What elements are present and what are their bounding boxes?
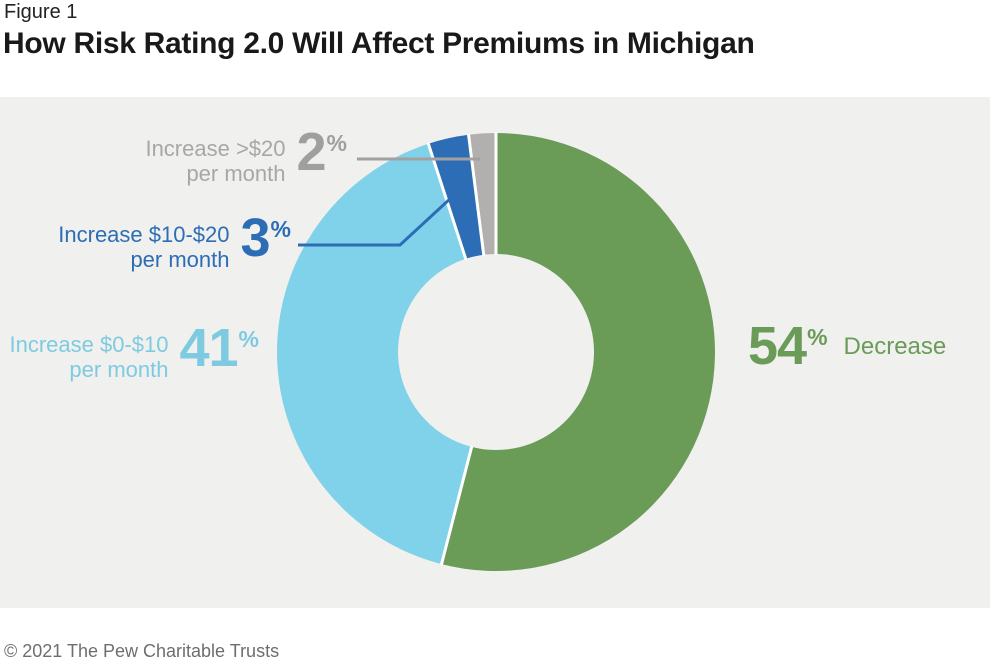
- percent-sign: %: [270, 216, 291, 242]
- callout-label: Increase >$20 per month: [145, 136, 285, 186]
- donut-chart: [277, 132, 716, 571]
- callout-increase-over-20: Increase >$20 per month 2 %: [145, 122, 348, 186]
- slice-separator: [466, 133, 486, 256]
- callout-label-line1: Increase >$20: [145, 136, 286, 161]
- slice-increase-10-20-per-month: [428, 134, 484, 259]
- slice-separator: [439, 445, 474, 566]
- callout-value: 41 %: [179, 318, 259, 378]
- callout-value: 3 %: [240, 208, 292, 268]
- callout-increase-10-20: Increase $10-$20 per month 3 %: [58, 208, 292, 272]
- callout-label-line1: Increase $10-$20: [58, 222, 230, 247]
- percent-sign: %: [326, 130, 347, 156]
- page-title: How Risk Rating 2.0 Will Affect Premiums…: [3, 27, 755, 60]
- chart-panel: Increase >$20 per month 2 % Increase $10…: [0, 97, 990, 608]
- callout-label: Increase $0-$10 per month: [9, 332, 168, 382]
- slice-increase-0-10-per-month: [277, 143, 472, 565]
- percent-sign: %: [807, 324, 828, 350]
- copyright: © 2021 The Pew Charitable Trusts: [4, 641, 280, 661]
- callout-label-line2: per month: [130, 247, 230, 272]
- callout-value: 2 %: [296, 122, 348, 182]
- figure-label: Figure 1: [4, 1, 78, 23]
- callout-decrease: 54 % Decrease: [737, 316, 947, 376]
- callout-label-line2: per month: [186, 161, 286, 186]
- callout-label-line1: Increase $0-$10: [9, 332, 169, 357]
- callout-value: 54 %: [748, 316, 828, 376]
- percent-sign: %: [238, 326, 259, 352]
- percent-value: 3: [240, 208, 271, 268]
- percent-value: 41: [179, 318, 238, 378]
- slice-decrease: [441, 133, 716, 571]
- slice-increase-20-per-month: [468, 133, 496, 255]
- percent-value: 54: [748, 316, 807, 376]
- callout-label: Increase $10-$20 per month: [58, 222, 229, 272]
- leader-line-increase-10-20: [298, 195, 454, 247]
- callout-label-line2: per month: [69, 357, 169, 382]
- callout-label: Decrease: [843, 333, 947, 360]
- callout-increase-0-10: Increase $0-$10 per month 41 %: [9, 318, 259, 382]
- percent-value: 2: [296, 122, 327, 182]
